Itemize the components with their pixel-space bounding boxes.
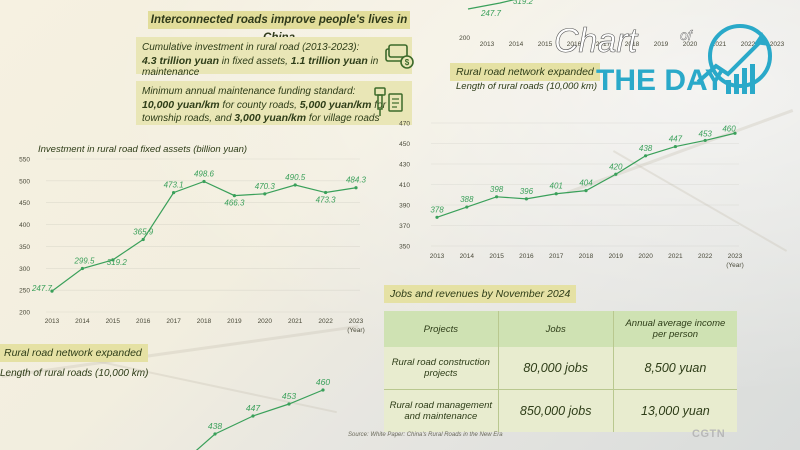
length-chart-title: Length of rural roads (10,000 km) [456, 81, 597, 92]
length-chart-title-cropped: Length of rural roads (10,000 km) [0, 368, 149, 379]
source-note: Source: White Paper: China's Rural Roads… [348, 432, 503, 438]
table-cell: Rural road construction projects [384, 347, 498, 389]
network-section-title: Rural road network expanded [450, 63, 600, 81]
jobs-table: Projects Jobs Annual average income per … [384, 311, 737, 432]
logo-bar [750, 64, 755, 94]
page-title: Interconnected roads improve people's li… [148, 11, 410, 44]
table-header: Projects [384, 311, 498, 347]
money-stack-icon: $ [384, 41, 414, 69]
logo-arrowhead [754, 32, 770, 46]
table-cell: Rural road management and maintenance [384, 389, 498, 432]
logo-arrow [696, 38, 764, 84]
callout-value: 3,000 yuan/km [234, 112, 307, 124]
logo-bar [742, 68, 747, 94]
callout-text: in maintenance [142, 56, 379, 78]
callout-text: for county roads, [219, 100, 300, 111]
table-header-row: Projects Jobs Annual average income per … [384, 311, 737, 347]
callout-body: 4.3 trillion yuan in fixed assets, 1.1 t… [142, 55, 406, 78]
logo-text-the-day: THE DAY [596, 64, 725, 97]
investment-chart-title: Investment in rural road fixed assets (b… [38, 144, 248, 155]
table-cell: 13,000 yuan [612, 389, 737, 432]
callout-value: 10,000 yuan/km [142, 99, 220, 111]
logo-text-of: of [680, 27, 694, 43]
table-header: Annual average income per person [612, 311, 737, 347]
network-section-title-cropped: Rural road network expanded [0, 344, 148, 362]
callout-text: in fixed assets, [219, 56, 291, 67]
logo-ring [708, 24, 772, 88]
table-cell: 850,000 jobs [497, 389, 613, 432]
table-row: Rural road construction projects 80,000 … [384, 347, 737, 389]
logo-bar [726, 80, 731, 94]
maintenance-callout: Minimum annual maintenance funding stand… [136, 81, 412, 125]
svg-text:$: $ [405, 58, 410, 67]
chart-of-the-day-logo: Chart of THE DAY [548, 20, 798, 104]
table-header: Jobs [497, 311, 613, 347]
logo-bar [734, 74, 739, 94]
callout-value: 4.3 trillion yuan [142, 55, 220, 67]
callout-heading: Minimum annual maintenance funding stand… [142, 86, 356, 97]
callout-text: for township roads, and [142, 100, 386, 124]
table-row: Rural road management and maintenance 85… [384, 389, 737, 432]
callout-body: 10,000 yuan/km for county roads, 5,000 y… [142, 99, 406, 125]
jackhammer-icon [372, 86, 403, 116]
callout-heading: Cumulative investment in rural road (201… [142, 42, 360, 53]
logo-text-chart: Chart [554, 22, 639, 60]
callout-value: 1.1 trillion yuan [290, 55, 368, 67]
callout-value: 5,000 yuan/km [299, 99, 372, 111]
investment-callout: Cumulative investment in rural road (201… [136, 37, 412, 78]
table-cell: 8,500 yuan [612, 347, 737, 389]
callout-text: for village roads [306, 113, 380, 124]
table-cell: 80,000 jobs [497, 347, 613, 389]
jobs-section-title: Jobs and revenues by November 2024 [384, 285, 577, 303]
cgtn-watermark: CGTN [692, 428, 726, 440]
